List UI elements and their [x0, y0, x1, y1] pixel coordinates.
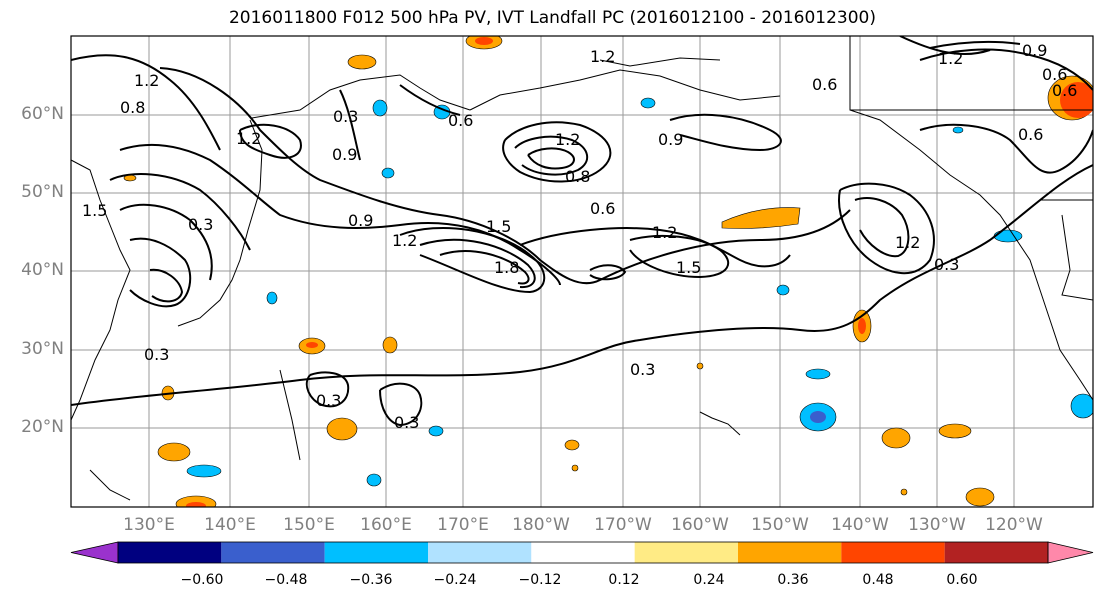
lon-label: 120°W — [985, 515, 1043, 535]
gridlines — [71, 36, 1093, 507]
colorbar-segment — [634, 542, 738, 563]
lon-label: 170°E — [437, 515, 489, 535]
contour-label: 0.3 — [333, 107, 358, 126]
contour-label: 0.6 — [812, 75, 837, 94]
contour-label: 1.8 — [494, 258, 519, 277]
lon-label: 170°W — [594, 515, 652, 535]
contour-label: 1.5 — [82, 201, 107, 220]
pv-contours — [71, 36, 1093, 427]
contour-label: 0.6 — [1042, 65, 1067, 84]
colorbar-segment — [221, 542, 325, 563]
contour-label: 0.3 — [188, 215, 213, 234]
lat-label: 20°N — [21, 417, 64, 437]
contour-label: 0.9 — [1022, 41, 1047, 60]
colorbar-tick-label: −0.24 — [433, 572, 477, 588]
lon-label: 140°W — [831, 515, 889, 535]
lon-label: 130°W — [908, 515, 966, 535]
contour-label: 0.8 — [120, 98, 145, 117]
contour-label: 0.6 — [1018, 125, 1043, 144]
contour-label: 1.5 — [676, 258, 701, 277]
contour-label: 1.2 — [590, 47, 615, 66]
contour-label: 0.3 — [630, 360, 655, 379]
lat-label: 50°N — [21, 182, 64, 202]
contour-label: 0.3 — [934, 255, 959, 274]
colorbar-segment — [944, 542, 1048, 563]
colorbar-segment — [738, 542, 842, 563]
colorbar-segment — [118, 542, 222, 563]
colorbar — [70, 541, 1094, 564]
contour-label: 1.2 — [555, 130, 580, 149]
contour-label: 1.2 — [895, 233, 920, 252]
colorbar-tick-label: −0.12 — [518, 572, 562, 588]
colorbar-extension-max — [1047, 541, 1094, 564]
contour-label: 1.5 — [486, 217, 511, 236]
lon-label: 140°E — [204, 515, 256, 535]
colorbar-tick-label: 0.48 — [862, 572, 894, 588]
lat-label: 40°N — [21, 260, 64, 280]
colorbar-segment — [841, 542, 945, 563]
contour-label: 1.2 — [134, 71, 159, 90]
lon-label: 130°E — [123, 515, 175, 535]
contour-label: 0.9 — [348, 211, 373, 230]
contour-label: 1.2 — [652, 223, 677, 242]
contour-label: 0.6 — [448, 111, 473, 130]
colorbar-tick-label: 0.36 — [777, 572, 809, 588]
colorbar-tick-label: 0.60 — [946, 572, 978, 588]
lon-label: 160°E — [360, 515, 412, 535]
lat-label: 60°N — [21, 104, 64, 124]
contour-label: 1.2 — [236, 129, 261, 148]
colorbar-tick-label: 0.24 — [693, 572, 725, 588]
map-frame — [70, 35, 1094, 508]
contour-label: 0.3 — [144, 345, 169, 364]
colorbar-tick-label: −0.60 — [180, 572, 224, 588]
contour-label: 0.9 — [332, 145, 357, 164]
lon-label: 150°E — [283, 515, 335, 535]
contour-labels: 1.2 0.8 1.2 0.3 0.6 0.9 1.2 0.9 0.6 0.6 … — [82, 41, 1077, 432]
colorbar-tick-label: 0.12 — [608, 572, 640, 588]
lon-label: 150°W — [751, 515, 809, 535]
contour-label: 1.2 — [392, 231, 417, 250]
coastlines — [71, 36, 1093, 501]
lon-label: 160°W — [671, 515, 729, 535]
contour-label: 0.6 — [590, 199, 615, 218]
colorbar-segment — [324, 542, 428, 563]
contour-label: 0.3 — [394, 413, 419, 432]
contour-label: 0.9 — [658, 130, 683, 149]
contour-label: 0.3 — [316, 391, 341, 410]
lon-label: 180°W — [512, 515, 570, 535]
colorbar-segment — [428, 542, 532, 563]
colorbar-extension-min — [70, 541, 119, 564]
map-title: 2016011800 F012 500 hPa PV, IVT Landfall… — [228, 8, 876, 28]
colorbar-outline — [117, 541, 1049, 564]
contour-label: 0.6 — [1052, 81, 1077, 100]
contour-label: 1.2 — [938, 49, 963, 68]
colorbar-tick-label: −0.36 — [349, 572, 393, 588]
colorbar-tick-label: −0.48 — [264, 572, 308, 588]
colorbar-segment — [531, 542, 635, 563]
ivt-shading — [123, 36, 1093, 507]
contour-label: 0.8 — [565, 167, 590, 186]
lat-label: 30°N — [21, 339, 64, 359]
